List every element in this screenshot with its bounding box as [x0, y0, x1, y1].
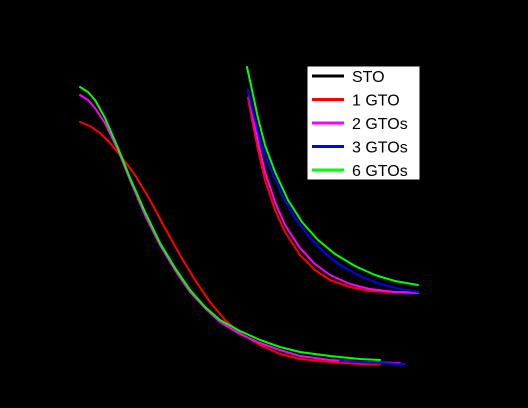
- series-line-6-gtos-left: [79, 86, 381, 361]
- series-line-2-gtos-right: [247, 89, 419, 294]
- legend-items: STO 1 GTO 2 GTOs 3 GTOs 6 GTOs: [312, 69, 408, 180]
- series-layer: [79, 66, 419, 365]
- legend: STO 1 GTO 2 GTOs 3 GTOs 6 GTOs: [306, 65, 421, 181]
- series-line-1-gto-left: [79, 121, 381, 365]
- legend-label-2-gtos: 2 GTOs: [352, 116, 408, 133]
- legend-label-3-gtos: 3 GTOs: [352, 140, 408, 157]
- series-line-2-gtos-left: [79, 94, 401, 364]
- series-line-6-gtos-right: [246, 66, 419, 286]
- legend-label-1-gto: 1 GTO: [352, 93, 400, 110]
- series-line-1-gto-right: [247, 97, 419, 293]
- legend-label-6-gtos: 6 GTOs: [352, 163, 408, 180]
- series-line-3-gtos-right: [247, 89, 419, 293]
- series-line-3-gtos-left: [339, 360, 406, 365]
- legend-label-sto: STO: [352, 69, 385, 86]
